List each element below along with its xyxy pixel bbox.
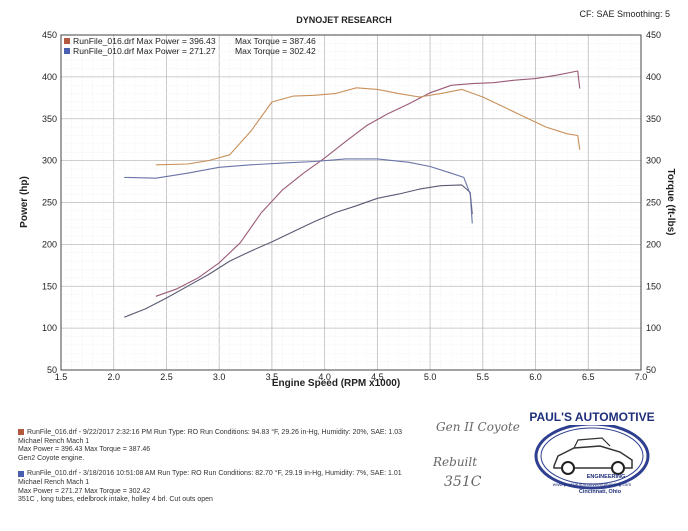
y-tick-label: 250 <box>42 198 57 208</box>
series-line-2 <box>155 87 581 166</box>
run2-line4: 351C , long tubes, edelbrock intake, hol… <box>18 496 213 504</box>
y-tick-label: 50 <box>47 365 57 375</box>
chart-series <box>124 70 581 318</box>
dyno-chart: DYNOJET RESEARCH CF: SAE Smoothing: 5 1.… <box>19 9 676 389</box>
x-tick-label: 4.5 <box>371 372 384 382</box>
run2-line2: Michael Rench Mach 1 <box>18 478 90 486</box>
y-tick-label: 450 <box>42 30 57 40</box>
chart-grid <box>60 34 642 371</box>
run1-line1: RunFile_016.drf - 9/22/2017 2:32:16 PM R… <box>18 429 402 438</box>
y2-tick-label: 200 <box>646 239 661 249</box>
legend-entry-1: RunFile_016.drf Max Power = 396.43 <box>73 36 216 46</box>
y-tick-label: 200 <box>42 239 57 249</box>
y2-tick-label: 150 <box>646 281 661 291</box>
x-tick-label: 7.0 <box>635 372 648 382</box>
x-tick-label: 5.0 <box>424 372 437 382</box>
y2-tick-label: 300 <box>646 156 661 166</box>
car-icon <box>553 445 633 469</box>
y2-tick-label: 450 <box>646 30 661 40</box>
series-line-1 <box>155 70 581 297</box>
y2-tick-label: 350 <box>646 114 661 124</box>
x-tick-label: 4.0 <box>318 372 331 382</box>
series-line-3 <box>124 184 473 318</box>
chart-legend: RunFile_016.drf Max Power = 396.43 Max To… <box>64 36 316 56</box>
series-line-4 <box>124 158 473 224</box>
run2-line1: RunFile_010.drf - 3/18/2016 10:51:08 AM … <box>18 470 402 479</box>
y-tick-label: 150 <box>42 281 57 291</box>
y2-tick-label: 400 <box>646 72 661 82</box>
y-tick-label: 300 <box>42 156 57 166</box>
run-details: RunFile_016.drf - 9/22/2017 2:32:16 PM R… <box>18 429 402 505</box>
x-tick-label: 5.5 <box>477 372 490 382</box>
chart-axes: 1.5 2.0 2.5 3.0 3.5 4.0 4.5 5.0 5.5 6.0 6.5 7.05010… <box>42 30 661 382</box>
chart-settings: CF: SAE Smoothing: 5 <box>579 9 670 19</box>
logo-web: www.paulsautomotiveengineering.com <box>553 482 632 487</box>
x-tick-label: 6.0 <box>529 372 542 382</box>
logo-sub: ENGINEERING <box>587 474 626 480</box>
legend-swatch-1 <box>64 38 70 44</box>
x-axis-label: Engine Speed (RPM x1000) <box>272 378 400 389</box>
logo-city: Cincinnati, Ohio <box>579 489 622 495</box>
run1-swatch <box>18 429 24 436</box>
x-tick-label: 6.5 <box>582 372 595 382</box>
x-tick-label: 3.0 <box>213 372 226 382</box>
legend-swatch-2 <box>64 48 70 54</box>
handwritten-note-2: Rebuilt <box>433 455 478 469</box>
run1-line4: Gen2 Coyote engine. <box>18 454 85 462</box>
legend-torque-2: Max Torque = 302.42 <box>235 46 316 56</box>
x-tick-label: 2.5 <box>160 372 173 382</box>
y2-tick-label: 50 <box>646 365 656 375</box>
y2-tick-label: 100 <box>646 323 661 333</box>
handwritten-note-1: Gen II Coyote <box>436 420 520 434</box>
y-tick-label: 350 <box>42 114 57 124</box>
run2-swatch <box>18 470 24 477</box>
legend-torque-1: Max Torque = 387.46 <box>235 36 316 46</box>
chart-title: DYNOJET RESEARCH <box>296 15 392 25</box>
x-tick-label: 2.0 <box>107 372 120 382</box>
y-tick-label: 100 <box>42 323 57 333</box>
y2-tick-label: 250 <box>646 198 661 208</box>
x-tick-label: 3.5 <box>266 372 279 382</box>
x-tick-label: 1.5 <box>55 372 68 382</box>
plot-frame <box>60 34 642 371</box>
pauls-automotive-logo: PAUL'S AUTOMOTIVE ENGINEERING www.paulsa… <box>529 407 655 495</box>
logo-name: PAUL'S AUTOMOTIVE <box>529 410 654 424</box>
y-tick-label: 400 <box>42 72 57 82</box>
run1-line2: Michael Rench Mach 1 <box>18 437 90 445</box>
handwritten-note-3: 351C <box>444 474 482 490</box>
y-axis-label: Power (hp) <box>19 176 30 228</box>
run2-line3: Max Power = 271.27 Max Torque = 302.42 <box>18 487 151 495</box>
run1-line3: Max Power = 396.43 Max Torque = 387.46 <box>18 446 151 454</box>
legend-entry-2: RunFile_010.drf Max Power = 271.27 <box>73 46 216 56</box>
y2-axis-label: Torque (ft-lbs) <box>665 168 676 235</box>
